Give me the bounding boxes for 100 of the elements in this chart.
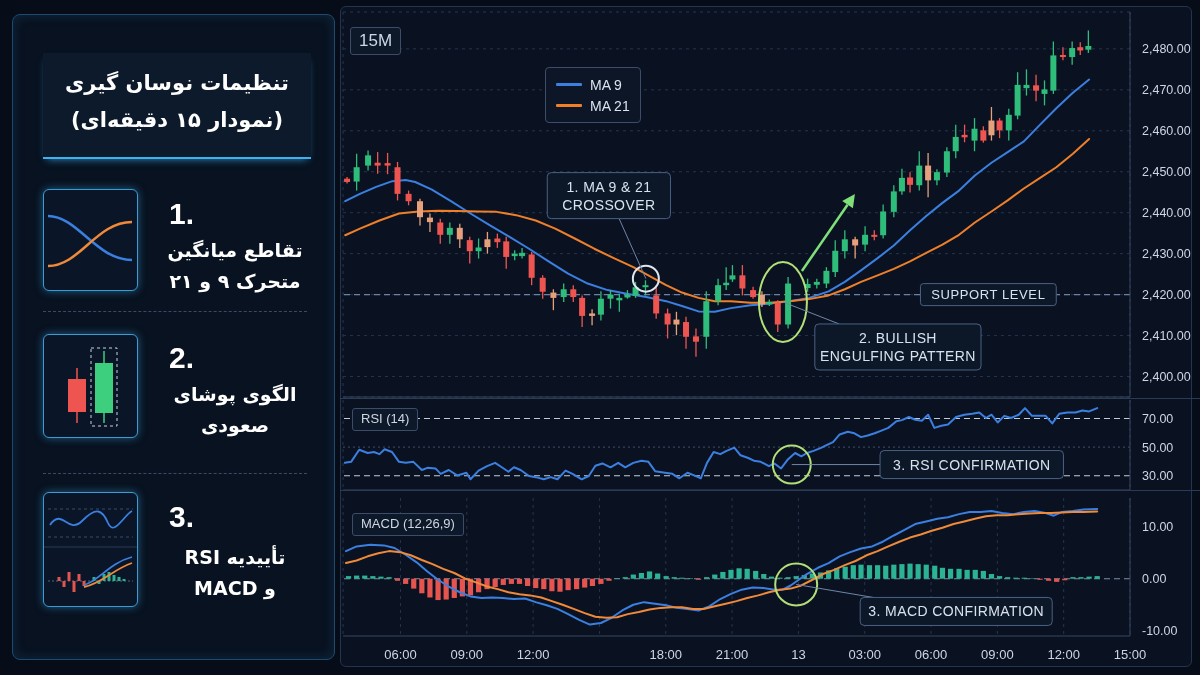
bar (370, 576, 376, 579)
y-tick-label: 2,460.00 (1142, 124, 1191, 139)
bar (630, 574, 636, 579)
bar (728, 569, 734, 579)
bar (533, 578, 539, 589)
bar (720, 571, 726, 579)
bar (1045, 578, 1052, 581)
y-tick-label: 2,480.00 (1142, 42, 1191, 57)
text: 1. (169, 197, 195, 230)
y-tick-label: 30.00 (1142, 469, 1174, 484)
bar (638, 572, 645, 579)
bar (582, 578, 588, 588)
bar (915, 564, 921, 579)
x-tick-label: 06:00 (914, 647, 948, 663)
bar (842, 566, 848, 579)
x-tick-label: 09:00 (981, 647, 1014, 663)
x-tick-label: 13 (791, 647, 806, 663)
bar (500, 578, 506, 585)
y-tick-label: -10.00 (1142, 624, 1178, 639)
y-tick-label: 2,430.00 (1142, 247, 1191, 262)
y-tick-label: 2,470.00 (1142, 83, 1191, 98)
bar (541, 578, 547, 590)
text: الگوی پوشای صعودی (172, 382, 298, 439)
bar (1054, 578, 1060, 582)
bar (866, 565, 873, 579)
y-tick-label: 70.00 (1142, 412, 1174, 427)
x-tick-label: 21:00 (715, 647, 749, 663)
bar (980, 570, 986, 579)
bar (655, 573, 661, 579)
bar (419, 578, 425, 594)
x-tick-label: 06:00 (384, 647, 417, 663)
bar (932, 565, 938, 579)
bar (508, 578, 514, 584)
bar (345, 576, 352, 579)
bar (1086, 576, 1092, 579)
bar (549, 578, 555, 592)
annotation: 3. RSI CONFIRMATION (893, 456, 1051, 473)
bar (524, 578, 531, 587)
bar (557, 578, 563, 592)
text: MACD (12,26,9) (352, 513, 464, 536)
bar (606, 578, 612, 581)
bar (947, 568, 954, 579)
text: 15M (350, 27, 402, 56)
text: تأییدیه RSI و MACD (183, 544, 287, 602)
annotation: 3. MACD CONFIRMATION (868, 603, 1045, 620)
bar (972, 569, 978, 579)
x-tick-label: 12:00 (516, 647, 550, 663)
bar (394, 578, 401, 581)
bar (761, 574, 767, 579)
y-tick-label: 2,410.00 (1142, 329, 1191, 343)
bar (403, 578, 409, 584)
bar (744, 568, 750, 579)
annotation: 1. MA 9 & 21 CROSSOVER (562, 178, 656, 213)
bar (891, 564, 897, 579)
bar (907, 563, 913, 579)
bar (988, 574, 995, 579)
x-tick-label: 12:00 (1047, 647, 1080, 663)
bar (996, 576, 1003, 579)
x-tick-label: 09:00 (450, 647, 484, 663)
bar (883, 565, 889, 579)
bar (362, 575, 368, 579)
text: 2. (169, 341, 195, 374)
text: 3. (169, 500, 195, 533)
y-tick-label: 2,420.00 (1142, 288, 1191, 303)
legend-label: MA 21 (590, 97, 630, 114)
y-tick-label: 2,400.00 (1142, 369, 1191, 384)
ref-line-label: SUPPORT LEVEL (931, 287, 1046, 303)
bar (492, 578, 498, 588)
bar (858, 564, 864, 579)
bar (435, 578, 441, 601)
bar (736, 568, 742, 579)
legend-label: MA 9 (590, 76, 622, 93)
bar (589, 578, 596, 587)
bar (899, 564, 905, 579)
text: تقاطع میانگین متحرک ۹ و ۲۱ (166, 238, 304, 295)
bar (598, 578, 604, 584)
text: تنظیمات نوسان گیری (نمودار ۱۵ دقیقه‌ای) (43, 53, 311, 159)
bar (956, 568, 962, 579)
bar (516, 578, 523, 584)
y-tick-label: 10.00 (1142, 520, 1174, 535)
bar (663, 576, 669, 579)
bar (411, 578, 417, 589)
bar (712, 574, 718, 579)
y-tick-label: 2,440.00 (1142, 206, 1191, 221)
bar (768, 576, 775, 579)
x-tick-label: 03:00 (848, 647, 881, 663)
bar (565, 578, 571, 591)
bar (1094, 576, 1100, 579)
y-tick-label: 0.00 (1142, 572, 1167, 587)
bar (793, 576, 799, 579)
bar (964, 569, 970, 579)
x-tick-label: 15:00 (1113, 647, 1147, 663)
bar (646, 571, 653, 579)
text: RSI (14) (352, 408, 419, 431)
bar (574, 578, 580, 590)
y-tick-label: 50.00 (1142, 440, 1174, 455)
bar (753, 570, 759, 579)
bar (875, 565, 881, 579)
bar (939, 567, 946, 579)
x-tick-label: 18:00 (649, 647, 683, 663)
